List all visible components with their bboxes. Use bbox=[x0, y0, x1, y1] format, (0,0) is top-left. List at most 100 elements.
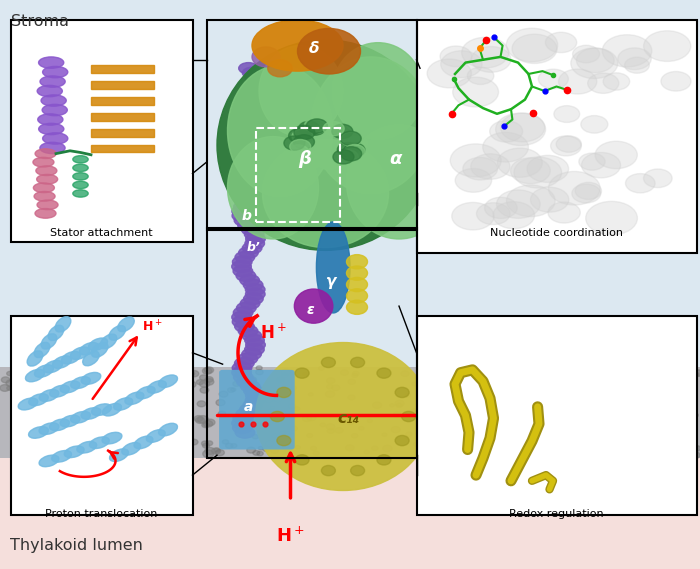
Bar bbox=[206, 228, 416, 458]
Ellipse shape bbox=[52, 409, 64, 417]
Ellipse shape bbox=[75, 440, 83, 446]
Ellipse shape bbox=[445, 432, 454, 438]
Ellipse shape bbox=[527, 155, 568, 183]
Ellipse shape bbox=[232, 311, 251, 323]
Ellipse shape bbox=[244, 344, 264, 355]
Text: Nucleotide coordination: Nucleotide coordination bbox=[490, 228, 623, 238]
Ellipse shape bbox=[437, 433, 447, 439]
Ellipse shape bbox=[346, 125, 452, 239]
Ellipse shape bbox=[421, 406, 427, 411]
Ellipse shape bbox=[567, 413, 575, 418]
Ellipse shape bbox=[568, 451, 577, 458]
Ellipse shape bbox=[73, 155, 88, 163]
Ellipse shape bbox=[40, 395, 48, 401]
Ellipse shape bbox=[108, 383, 117, 389]
Ellipse shape bbox=[274, 397, 282, 402]
Ellipse shape bbox=[510, 158, 550, 184]
Ellipse shape bbox=[252, 435, 258, 439]
Ellipse shape bbox=[205, 447, 215, 455]
Ellipse shape bbox=[440, 414, 447, 419]
Ellipse shape bbox=[41, 436, 49, 442]
Ellipse shape bbox=[345, 445, 354, 451]
Ellipse shape bbox=[244, 293, 263, 304]
Ellipse shape bbox=[239, 168, 259, 180]
Ellipse shape bbox=[574, 419, 583, 425]
Ellipse shape bbox=[453, 417, 459, 421]
Ellipse shape bbox=[150, 446, 160, 452]
Ellipse shape bbox=[126, 400, 136, 406]
Ellipse shape bbox=[471, 154, 510, 179]
Ellipse shape bbox=[516, 379, 524, 385]
Ellipse shape bbox=[240, 275, 260, 286]
Ellipse shape bbox=[147, 381, 167, 393]
Ellipse shape bbox=[277, 377, 284, 382]
Ellipse shape bbox=[500, 113, 545, 142]
Bar bbox=[91, 113, 154, 121]
Ellipse shape bbox=[693, 446, 700, 451]
Ellipse shape bbox=[40, 76, 65, 87]
Ellipse shape bbox=[604, 372, 610, 376]
Ellipse shape bbox=[117, 393, 127, 399]
Ellipse shape bbox=[548, 202, 580, 223]
Ellipse shape bbox=[257, 451, 263, 456]
Ellipse shape bbox=[81, 453, 89, 459]
Ellipse shape bbox=[238, 325, 258, 337]
Ellipse shape bbox=[232, 150, 252, 162]
Ellipse shape bbox=[99, 434, 106, 439]
Text: β: β bbox=[298, 150, 311, 168]
Ellipse shape bbox=[231, 444, 237, 448]
Ellipse shape bbox=[500, 381, 508, 386]
Ellipse shape bbox=[471, 47, 511, 72]
Ellipse shape bbox=[680, 403, 690, 410]
Ellipse shape bbox=[90, 391, 99, 397]
Ellipse shape bbox=[596, 408, 607, 415]
Bar bbox=[416, 20, 696, 253]
Ellipse shape bbox=[320, 423, 326, 427]
Ellipse shape bbox=[433, 452, 440, 457]
Ellipse shape bbox=[332, 385, 340, 391]
Ellipse shape bbox=[272, 434, 279, 438]
Ellipse shape bbox=[333, 150, 354, 164]
Ellipse shape bbox=[537, 452, 547, 459]
Ellipse shape bbox=[43, 360, 62, 373]
Ellipse shape bbox=[238, 353, 258, 364]
Ellipse shape bbox=[514, 157, 561, 188]
Ellipse shape bbox=[467, 393, 477, 400]
Ellipse shape bbox=[406, 432, 412, 436]
Ellipse shape bbox=[348, 379, 356, 385]
Ellipse shape bbox=[516, 450, 526, 457]
Ellipse shape bbox=[235, 251, 255, 263]
Ellipse shape bbox=[216, 450, 225, 456]
Ellipse shape bbox=[270, 419, 276, 423]
Ellipse shape bbox=[94, 376, 100, 380]
Ellipse shape bbox=[285, 431, 290, 435]
Ellipse shape bbox=[592, 448, 600, 453]
Ellipse shape bbox=[102, 387, 108, 393]
Ellipse shape bbox=[690, 452, 700, 459]
Ellipse shape bbox=[648, 436, 656, 442]
Ellipse shape bbox=[81, 419, 89, 424]
Ellipse shape bbox=[244, 81, 264, 92]
Ellipse shape bbox=[582, 152, 621, 178]
Ellipse shape bbox=[313, 451, 319, 455]
Ellipse shape bbox=[438, 395, 447, 402]
Text: Proton translocation: Proton translocation bbox=[46, 509, 158, 519]
Ellipse shape bbox=[273, 391, 278, 395]
Ellipse shape bbox=[246, 183, 265, 194]
Ellipse shape bbox=[351, 434, 358, 438]
Ellipse shape bbox=[246, 127, 265, 138]
Ellipse shape bbox=[531, 187, 569, 212]
Ellipse shape bbox=[498, 439, 510, 447]
Ellipse shape bbox=[304, 121, 326, 135]
Ellipse shape bbox=[507, 185, 555, 217]
Ellipse shape bbox=[256, 343, 430, 490]
Ellipse shape bbox=[239, 403, 259, 415]
Ellipse shape bbox=[225, 443, 233, 448]
Ellipse shape bbox=[267, 409, 275, 414]
Ellipse shape bbox=[202, 368, 212, 374]
Ellipse shape bbox=[341, 147, 362, 161]
Ellipse shape bbox=[321, 465, 335, 476]
Ellipse shape bbox=[234, 201, 253, 212]
Ellipse shape bbox=[41, 95, 66, 106]
Ellipse shape bbox=[158, 375, 178, 387]
